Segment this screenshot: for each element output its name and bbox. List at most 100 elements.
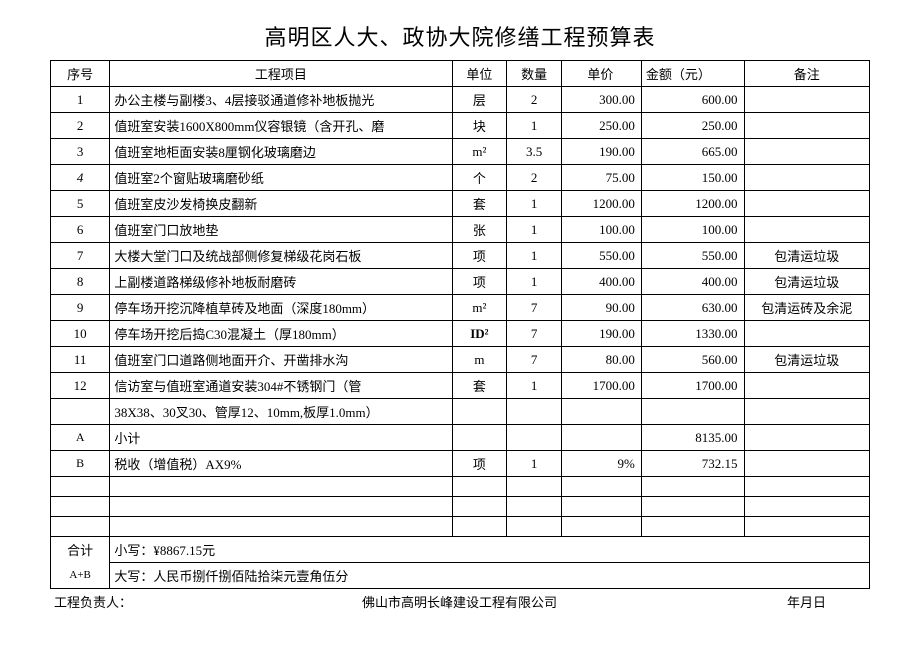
cell-item: 值班室地柜面安装8厘钢化玻璃磨边	[110, 139, 452, 165]
cell-unit: 套	[452, 191, 507, 217]
table-row: 11 值班室门口道路侧地面开介、开凿排水沟 m 7 80.00 560.00 包…	[51, 347, 870, 373]
cell-seq: 12	[51, 373, 110, 399]
cell-qty	[507, 399, 562, 425]
cell-item: 值班室门口道路侧地面开介、开凿排水沟	[110, 347, 452, 373]
cell-unit: 层	[452, 87, 507, 113]
cell-seq: 8	[51, 269, 110, 295]
cell-price	[562, 425, 642, 451]
cell-amount: 665.00	[641, 139, 744, 165]
cell-unit: ID²	[452, 321, 507, 347]
table-row: 9 停车场开挖沉降植草砖及地面（深度180mm） m² 7 90.00 630.…	[51, 295, 870, 321]
cell-qty: 1	[507, 217, 562, 243]
cell-item: 上副楼道路梯级修补地板耐磨砖	[110, 269, 452, 295]
cell-note	[744, 321, 870, 347]
cell-note: 包清运垃圾	[744, 269, 870, 295]
cell-amount: 1200.00	[641, 191, 744, 217]
tax-unit: 项	[452, 451, 507, 477]
header-note: 备注	[744, 61, 870, 87]
cell-qty: 7	[507, 321, 562, 347]
header-unit: 单位	[452, 61, 507, 87]
tax-price: 9%	[562, 451, 642, 477]
cell-note: 包清运垃圾	[744, 243, 870, 269]
cell-seq: 11	[51, 347, 110, 373]
page-title: 高明区人大、政协大院修缮工程预算表	[50, 20, 870, 52]
cell-note	[744, 425, 870, 451]
table-row: 4 值班室2个窗贴玻璃磨砂纸 个 2 75.00 150.00	[51, 165, 870, 191]
cell-qty	[507, 425, 562, 451]
footer: 工程负责人： 佛山市高明长峰建设工程有限公司 年月日	[50, 589, 870, 611]
cell-note	[744, 217, 870, 243]
cell-qty: 7	[507, 347, 562, 373]
cell-price: 1200.00	[562, 191, 642, 217]
cell-seq	[51, 399, 110, 425]
cell-note	[744, 139, 870, 165]
total-sublabel: A+B	[51, 563, 110, 589]
cell-item-extra: 38X38、30叉30、管厚12、10mm,板厚1.0mm）	[110, 399, 452, 425]
table-row: 8 上副楼道路梯级修补地板耐磨砖 项 1 400.00 400.00 包清运垃圾	[51, 269, 870, 295]
cell-note	[744, 451, 870, 477]
cell-amount: 250.00	[641, 113, 744, 139]
cell-unit: 项	[452, 243, 507, 269]
total-row-big: A+B 大写：人民币捌仟捌佰陆拾柒元壹角伍分	[51, 563, 870, 589]
footer-manager: 工程负责人：	[54, 592, 132, 611]
total-small: 小写：¥8867.15元	[110, 537, 870, 563]
cell-qty: 1	[507, 113, 562, 139]
tax-qty: 1	[507, 451, 562, 477]
cell-unit: m²	[452, 295, 507, 321]
cell-price: 75.00	[562, 165, 642, 191]
cell-unit: 项	[452, 269, 507, 295]
total-label: 合计	[51, 537, 110, 563]
cell-item: 值班室门口放地垫	[110, 217, 452, 243]
cell-item: 办公主楼与副楼3、4层接驳通道修补地板抛光	[110, 87, 452, 113]
table-row: 10 停车场开挖后捣C30混凝土（厚180mm） ID² 7 190.00 13…	[51, 321, 870, 347]
cell-seq: 3	[51, 139, 110, 165]
cell-price: 250.00	[562, 113, 642, 139]
cell-note	[744, 373, 870, 399]
subtotal-seq: A	[51, 425, 110, 451]
cell-unit: 张	[452, 217, 507, 243]
cell-amount: 150.00	[641, 165, 744, 191]
cell-note	[744, 191, 870, 217]
cell-item: 大楼大堂门口及统战部侧修复梯级花岗石板	[110, 243, 452, 269]
cell-qty: 1	[507, 243, 562, 269]
cell-unit: 套	[452, 373, 507, 399]
header-amount: 金额（元）	[641, 61, 744, 87]
subtotal-label: 小计	[110, 425, 452, 451]
cell-seq: 7	[51, 243, 110, 269]
cell-unit: 块	[452, 113, 507, 139]
table-row: 6 值班室门口放地垫 张 1 100.00 100.00	[51, 217, 870, 243]
budget-table: 序号 工程项目 单位 数量 单价 金额（元） 备注 1 办公主楼与副楼3、4层接…	[50, 60, 870, 589]
cell-price: 1700.00	[562, 373, 642, 399]
cell-note	[744, 399, 870, 425]
cell-price: 100.00	[562, 217, 642, 243]
blank-row	[51, 517, 870, 537]
cell-seq: 4	[51, 165, 110, 191]
header-item: 工程项目	[110, 61, 452, 87]
cell-qty: 1	[507, 269, 562, 295]
cell-unit	[452, 399, 507, 425]
cell-price: 190.00	[562, 321, 642, 347]
header-row: 序号 工程项目 单位 数量 单价 金额（元） 备注	[51, 61, 870, 87]
cell-qty: 2	[507, 165, 562, 191]
footer-company: 佛山市高明长峰建设工程有限公司	[132, 592, 787, 611]
tax-label: 税收（增值税）AX9%	[110, 451, 452, 477]
cell-amount: 1700.00	[641, 373, 744, 399]
total-row-small: 合计 小写：¥8867.15元	[51, 537, 870, 563]
cell-note	[744, 113, 870, 139]
cell-price: 300.00	[562, 87, 642, 113]
table-row: 2 值班室安装1600X800mm仪容银镜（含开孔、磨 块 1 250.00 2…	[51, 113, 870, 139]
blank-row	[51, 497, 870, 517]
cell-seq: 10	[51, 321, 110, 347]
cell-qty: 2	[507, 87, 562, 113]
cell-note	[744, 87, 870, 113]
cell-amount: 1330.00	[641, 321, 744, 347]
tax-seq: B	[51, 451, 110, 477]
cell-seq: 2	[51, 113, 110, 139]
header-price: 单价	[562, 61, 642, 87]
cell-price: 190.00	[562, 139, 642, 165]
cell-amount	[641, 399, 744, 425]
table-row: 7 大楼大堂门口及统战部侧修复梯级花岗石板 项 1 550.00 550.00 …	[51, 243, 870, 269]
cell-seq: 9	[51, 295, 110, 321]
footer-date: 年月日	[787, 592, 866, 611]
total-big: 大写：人民币捌仟捌佰陆拾柒元壹角伍分	[110, 563, 870, 589]
